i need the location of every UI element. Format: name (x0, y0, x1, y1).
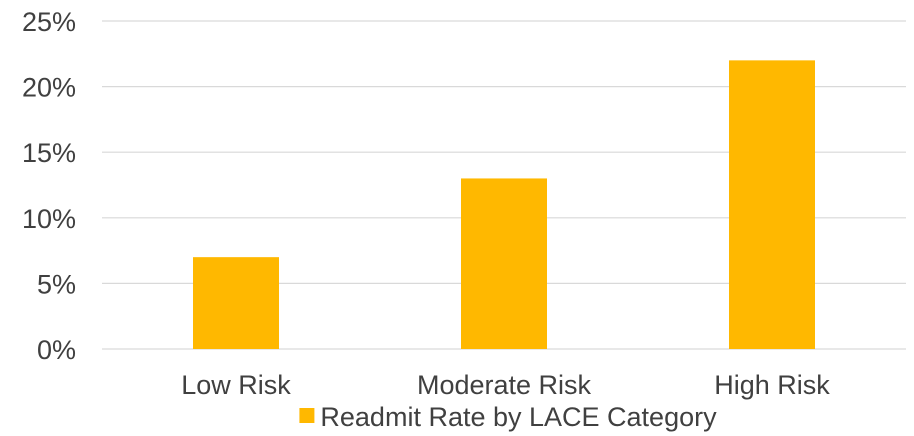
legend: Readmit Rate by LACE Category (299, 402, 717, 432)
bar (193, 257, 279, 349)
y-tick-label: 20% (22, 73, 76, 103)
bars (193, 60, 815, 349)
y-tick-label: 5% (37, 269, 76, 299)
y-axis-tick-labels: 0% 5% 10% 15% 20% 25% (22, 7, 76, 365)
x-category-label: High Risk (714, 370, 830, 400)
y-tick-label: 15% (22, 138, 76, 168)
bar (461, 178, 547, 349)
y-tick-label: 10% (22, 204, 76, 234)
y-tick-label: 0% (37, 335, 76, 365)
x-category-label: Moderate Risk (417, 370, 592, 400)
x-category-label: Low Risk (181, 370, 291, 400)
legend-swatch (299, 408, 314, 423)
legend-label: Readmit Rate by LACE Category (320, 402, 717, 432)
x-axis-category-labels: Low Risk Moderate Risk High Risk (181, 370, 830, 400)
y-tick-label: 25% (22, 7, 76, 37)
bar (729, 60, 815, 349)
